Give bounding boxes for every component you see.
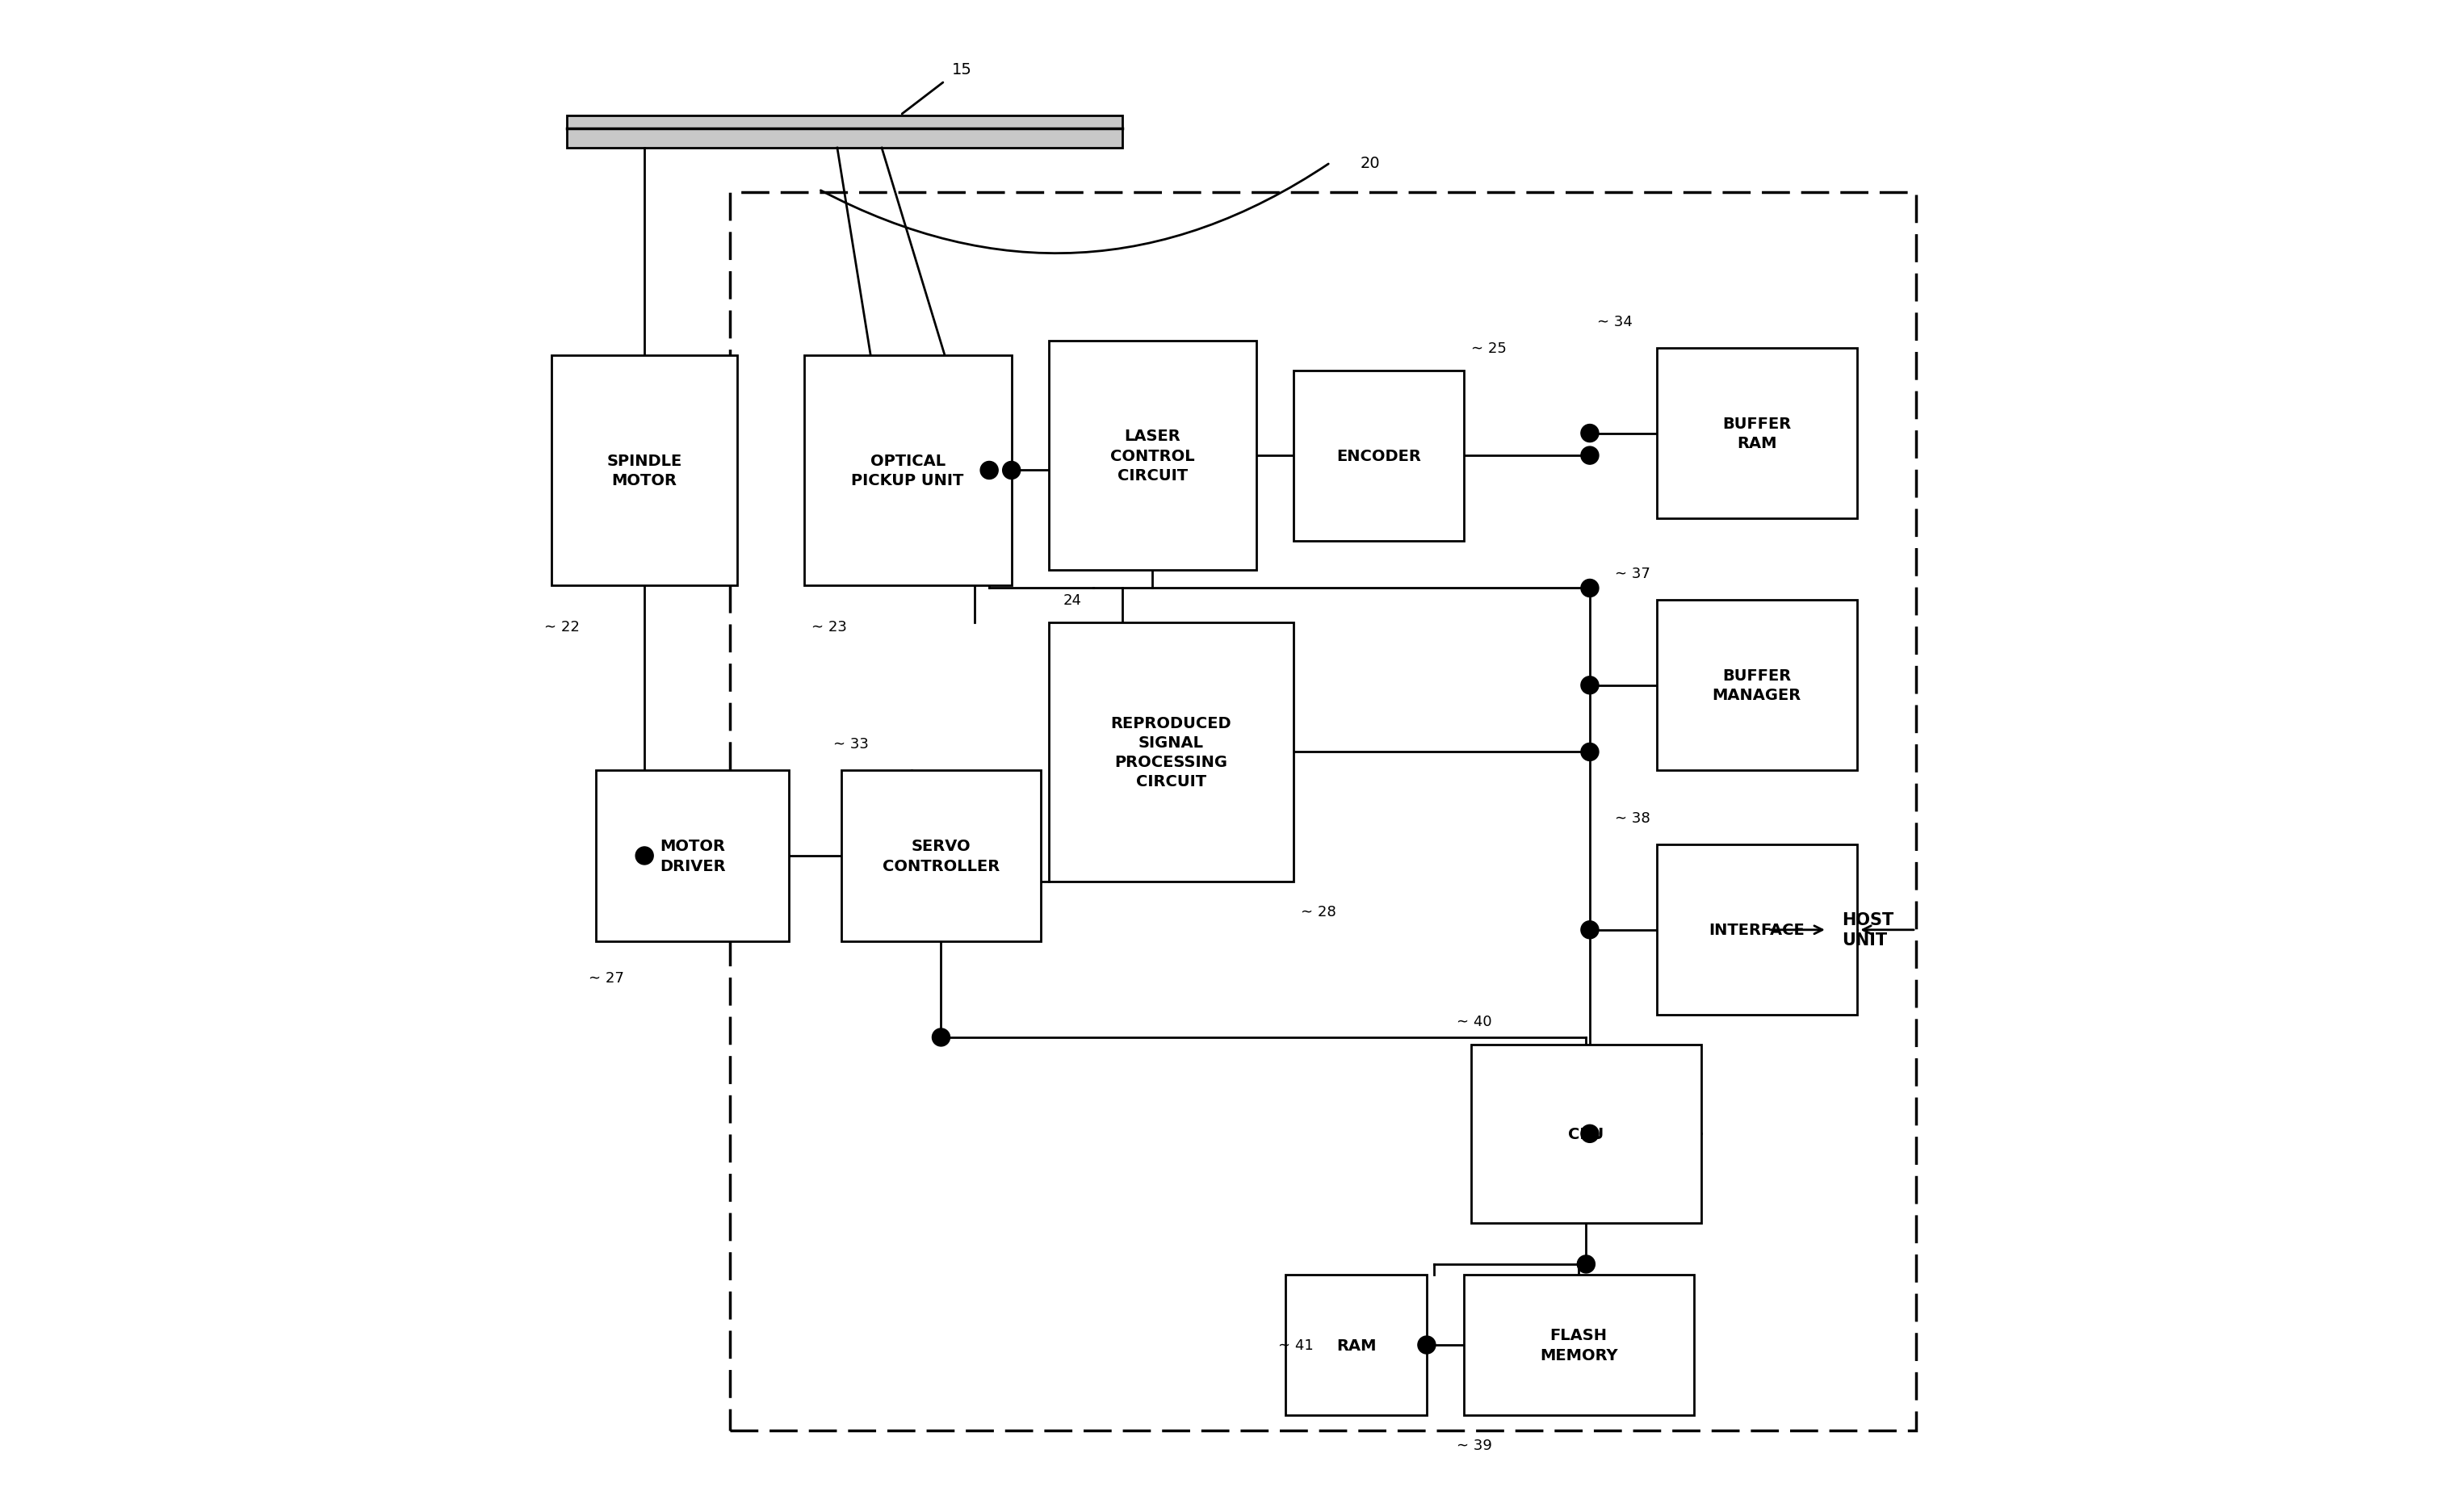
Text: ∼ 28: ∼ 28 bbox=[1300, 904, 1337, 919]
Text: OPTICAL
PICKUP UNIT: OPTICAL PICKUP UNIT bbox=[851, 454, 964, 488]
Text: FLASH
MEMORY: FLASH MEMORY bbox=[1540, 1328, 1617, 1362]
Text: RAM: RAM bbox=[1337, 1337, 1376, 1353]
Text: ∼ 39: ∼ 39 bbox=[1457, 1438, 1491, 1453]
Bar bbox=[1293, 370, 1464, 541]
Circle shape bbox=[1580, 425, 1599, 443]
Text: 20: 20 bbox=[1359, 156, 1381, 171]
Bar bbox=[729, 194, 1916, 1430]
Bar bbox=[1047, 342, 1256, 572]
Circle shape bbox=[1580, 1125, 1599, 1143]
Circle shape bbox=[1580, 677, 1599, 694]
Text: 15: 15 bbox=[952, 62, 971, 77]
Text: HOST
UNIT: HOST UNIT bbox=[1842, 912, 1894, 948]
Text: CPU: CPU bbox=[1567, 1126, 1604, 1142]
Bar bbox=[567, 116, 1123, 148]
Circle shape bbox=[932, 1028, 949, 1046]
Text: ENCODER: ENCODER bbox=[1337, 448, 1420, 464]
Text: ∼ 25: ∼ 25 bbox=[1472, 342, 1506, 355]
Text: ∼ 22: ∼ 22 bbox=[545, 620, 579, 635]
Text: BUFFER
MANAGER: BUFFER MANAGER bbox=[1712, 668, 1801, 703]
Text: SPINDLE
MOTOR: SPINDLE MOTOR bbox=[606, 454, 682, 488]
Text: INTERFACE: INTERFACE bbox=[1710, 922, 1805, 937]
Bar bbox=[1656, 349, 1857, 519]
Bar bbox=[1656, 845, 1857, 1016]
Circle shape bbox=[635, 847, 652, 865]
Bar bbox=[1472, 1045, 1700, 1223]
Text: REPRODUCED
SIGNAL
PROCESSING
CIRCUIT: REPRODUCED SIGNAL PROCESSING CIRCUIT bbox=[1111, 715, 1231, 789]
Text: ∼ 41: ∼ 41 bbox=[1278, 1338, 1315, 1352]
Circle shape bbox=[1580, 921, 1599, 939]
Text: ∼ 37: ∼ 37 bbox=[1614, 567, 1651, 581]
Text: ∼ 33: ∼ 33 bbox=[834, 736, 868, 751]
Circle shape bbox=[1580, 744, 1599, 761]
Text: ∼ 40: ∼ 40 bbox=[1457, 1015, 1491, 1028]
Circle shape bbox=[1418, 1337, 1435, 1353]
Bar bbox=[1047, 623, 1293, 881]
Bar bbox=[1656, 600, 1857, 771]
Circle shape bbox=[981, 461, 998, 479]
Text: BUFFER
RAM: BUFFER RAM bbox=[1722, 416, 1791, 451]
Bar bbox=[841, 771, 1040, 940]
Bar bbox=[805, 355, 1011, 585]
Text: ∼ 23: ∼ 23 bbox=[812, 620, 846, 635]
Text: SERVO
CONTROLLER: SERVO CONTROLLER bbox=[883, 839, 1001, 874]
Text: ∼ 34: ∼ 34 bbox=[1597, 314, 1634, 330]
Bar bbox=[596, 771, 790, 940]
Text: 24: 24 bbox=[1065, 593, 1082, 608]
Text: LASER
CONTROL
CIRCUIT: LASER CONTROL CIRCUIT bbox=[1111, 429, 1195, 484]
Circle shape bbox=[1580, 448, 1599, 464]
Circle shape bbox=[1577, 1255, 1594, 1273]
Circle shape bbox=[1580, 579, 1599, 597]
Text: MOTOR
DRIVER: MOTOR DRIVER bbox=[660, 839, 726, 874]
Circle shape bbox=[1003, 461, 1020, 479]
Bar bbox=[1464, 1275, 1693, 1415]
Bar bbox=[1285, 1275, 1428, 1415]
Text: ∼ 27: ∼ 27 bbox=[589, 971, 626, 986]
Bar bbox=[552, 355, 738, 585]
Text: ∼ 38: ∼ 38 bbox=[1614, 810, 1651, 826]
